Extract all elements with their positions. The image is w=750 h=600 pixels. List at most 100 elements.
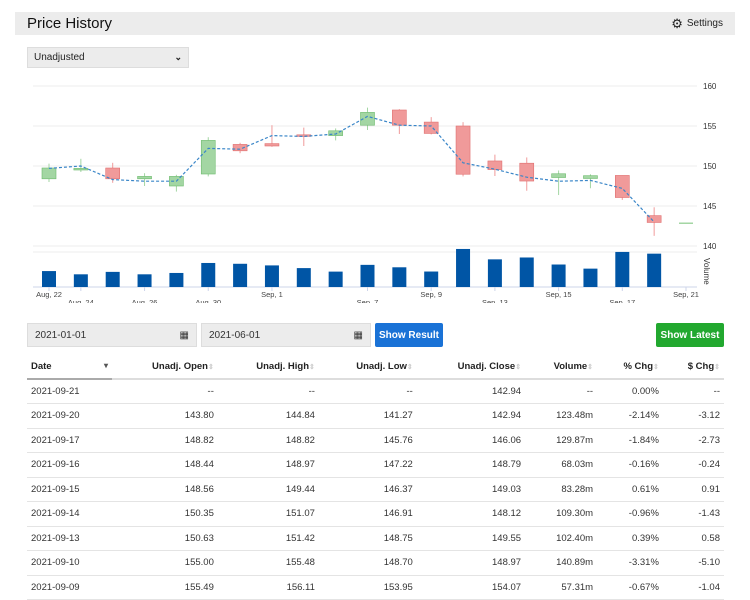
candle-down xyxy=(232,144,248,152)
volume-bar xyxy=(424,271,439,287)
table-cell: 148.82 xyxy=(217,428,319,453)
table-cell: 2021-09-13 xyxy=(27,526,112,551)
candle-up xyxy=(137,176,152,180)
sort-icon: ⇕ xyxy=(515,364,522,371)
table-cell: 148.97 xyxy=(217,452,319,478)
table-cell: 148.75 xyxy=(318,526,417,551)
column-header-label: Unadj. Close xyxy=(457,361,516,372)
x-tick-label: Sep, 7 xyxy=(357,298,379,303)
table-cell: 149.03 xyxy=(416,477,526,502)
table-cell: 155.49 xyxy=(112,575,218,600)
table-cell: 146.37 xyxy=(318,477,417,502)
sort-icon: ⇕ xyxy=(309,364,315,371)
table-row: 2021-09-15 148.56 149.44 146.37 149.03 83.28m… xyxy=(27,477,724,502)
column-header-label: Unadj. Open xyxy=(152,361,208,372)
table-cell: 109.30m xyxy=(525,501,598,527)
x-tick-label: Aug, 26 xyxy=(132,298,158,303)
table-cell: 153.95 xyxy=(318,575,417,600)
candle-down xyxy=(519,162,535,182)
candle-up xyxy=(328,130,343,136)
y-tick-label: 150 xyxy=(703,162,717,171)
candle-up xyxy=(551,173,566,178)
table-row: 2021-09-10 155.00 155.48 148.70 148.97 140.89… xyxy=(27,550,724,576)
x-tick-label: Aug, 30 xyxy=(195,298,221,303)
volume-bar xyxy=(487,259,502,287)
column-header[interactable]: Unadj. Open⇕ xyxy=(112,355,218,380)
table-cell: 2021-09-16 xyxy=(27,452,112,478)
candle-down xyxy=(455,125,471,175)
table-cell: 0.58 xyxy=(662,526,724,551)
table-cell: -0.24 xyxy=(662,452,724,478)
candle-down xyxy=(296,134,312,137)
adjustment-select-value: Unadjusted xyxy=(34,52,85,63)
x-tick-label: Sep, 15 xyxy=(546,290,572,299)
show-result-button[interactable]: Show Result xyxy=(375,323,443,347)
settings-button[interactable]: ⚙ Settings xyxy=(671,16,723,32)
table-cell: 0.39% xyxy=(597,526,663,551)
table-cell: 148.44 xyxy=(112,452,218,478)
table-cell: -0.16% xyxy=(597,452,663,478)
table-cell: -2.14% xyxy=(597,403,663,429)
start-date-input[interactable]: 2021-01-01 ▦ xyxy=(27,323,197,347)
volume-bar xyxy=(615,251,630,287)
table-cell: 151.42 xyxy=(217,526,319,551)
end-date-input[interactable]: 2021-06-01 ▦ xyxy=(201,323,371,347)
table-cell: 0.00% xyxy=(597,379,663,404)
column-header-label: Date xyxy=(31,361,52,372)
table-row: 2021-09-16 148.44 148.97 147.22 148.79 68.03m… xyxy=(27,452,724,478)
column-header[interactable]: Unadj. Low⇕ xyxy=(318,355,417,380)
table-cell: 154.07 xyxy=(416,575,526,600)
column-header[interactable]: % Chg⇕ xyxy=(597,355,663,380)
table-cell: 148.56 xyxy=(112,477,218,502)
column-header[interactable]: Volume⇕ xyxy=(525,355,598,380)
x-tick-label: Sep, 21 xyxy=(673,290,699,299)
page-title: Price History xyxy=(27,15,113,32)
table-cell: -3.12 xyxy=(662,403,724,429)
y-tick-label: 160 xyxy=(703,82,717,91)
x-tick-label: Sep, 13 xyxy=(482,298,508,303)
x-tick-label: Sep, 1 xyxy=(261,290,283,299)
settings-label: Settings xyxy=(686,18,723,29)
table-cell: -0.96% xyxy=(597,501,663,527)
calendar-icon: ▦ xyxy=(179,329,189,341)
table-cell: -0.67% xyxy=(597,575,663,600)
sort-icon: ⇕ xyxy=(714,364,720,371)
table-cell: 148.97 xyxy=(416,550,526,576)
table-cell: 143.80 xyxy=(112,403,218,429)
column-header[interactable]: Unadj. Close⇕ xyxy=(416,355,526,380)
sort-icon: ⇕ xyxy=(207,364,214,371)
candle-down xyxy=(105,167,120,180)
candle-down xyxy=(646,215,662,223)
candle-up xyxy=(200,140,216,175)
column-header-label: $ Chg xyxy=(687,361,715,372)
table-cell: 141.27 xyxy=(318,403,417,429)
column-header[interactable]: Unadj. High⇕ xyxy=(217,355,319,380)
table-cell: 83.28m xyxy=(525,477,598,502)
table-cell: 2021-09-09 xyxy=(27,575,112,600)
candle-down xyxy=(264,143,280,147)
table-cell: 144.84 xyxy=(217,403,319,429)
gear-icon: ⚙ xyxy=(671,15,683,31)
candle-down xyxy=(423,121,439,134)
show-latest-button[interactable]: Show Latest xyxy=(656,323,724,347)
table-row: 2021-09-20 143.80 144.84 141.27 142.94 123.48… xyxy=(27,403,724,429)
table-cell: -3.31% xyxy=(597,550,663,576)
table-cell: 102.40m xyxy=(525,526,598,551)
volume-bar xyxy=(360,264,375,287)
x-tick-label: Sep, 9 xyxy=(420,290,442,299)
table-cell: 148.82 xyxy=(112,428,218,453)
candle-down xyxy=(392,109,407,126)
volume-bar xyxy=(169,272,184,287)
column-header[interactable]: Date ▾ xyxy=(27,355,112,380)
header-bar: Price History ⚙ Settings xyxy=(15,12,735,35)
table-cell: 142.94 xyxy=(416,379,526,404)
candle-down xyxy=(487,160,503,170)
adjustment-select[interactable]: Unadjusted ⌄ xyxy=(27,47,189,68)
table-row: 2021-09-09 155.49 156.11 153.95 154.07 57.31m… xyxy=(27,575,724,600)
table-cell: 155.00 xyxy=(112,550,218,576)
table-cell: 2021-09-17 xyxy=(27,428,112,453)
table-row: 2021-09-14 150.35 151.07 146.91 148.12 109.30… xyxy=(27,501,724,527)
column-header[interactable]: $ Chg⇕ xyxy=(662,355,724,380)
table-cell: -1.43 xyxy=(662,501,724,527)
volume-axis-label: Volume xyxy=(702,258,711,285)
